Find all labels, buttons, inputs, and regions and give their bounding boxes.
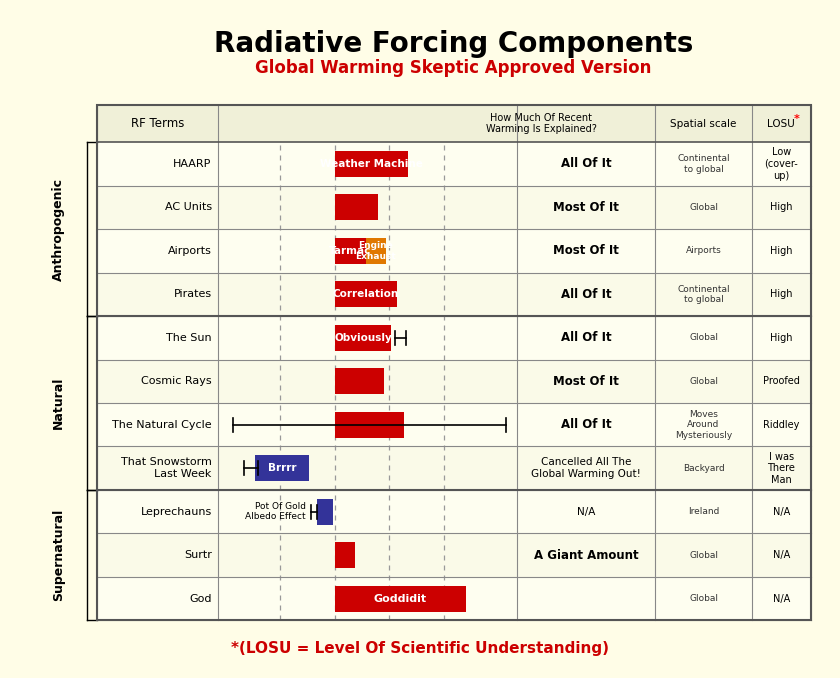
Bar — [335, 195, 378, 220]
Text: All Of It: All Of It — [560, 157, 612, 170]
Text: Continental
to global: Continental to global — [677, 285, 730, 304]
Bar — [335, 412, 404, 438]
Bar — [335, 281, 396, 307]
Text: AC Units: AC Units — [165, 203, 212, 212]
Text: Proofed: Proofed — [763, 376, 800, 386]
Bar — [97, 490, 811, 534]
Text: High: High — [770, 203, 792, 212]
Text: Natural: Natural — [52, 377, 66, 429]
Bar — [97, 229, 811, 273]
Bar — [97, 105, 811, 142]
Text: Pirates: Pirates — [174, 290, 212, 300]
Text: Leprechauns: Leprechauns — [140, 506, 212, 517]
Text: I was
There
Man: I was There Man — [767, 452, 795, 485]
Bar — [97, 186, 811, 229]
Text: All Of It: All Of It — [560, 288, 612, 301]
Text: Global: Global — [689, 551, 718, 559]
Bar — [335, 368, 384, 395]
Bar — [97, 403, 811, 447]
Text: Engine
Exhaust: Engine Exhaust — [355, 241, 396, 260]
Text: Most Of It: Most Of It — [553, 244, 619, 258]
Bar — [335, 151, 407, 177]
Bar — [335, 238, 365, 264]
Text: All Of It: All Of It — [560, 332, 612, 344]
Text: Ireland: Ireland — [688, 507, 719, 516]
Bar — [317, 498, 333, 525]
Bar — [97, 273, 811, 316]
Text: N/A: N/A — [773, 506, 790, 517]
Text: Surtr: Surtr — [184, 550, 212, 560]
Bar — [97, 105, 811, 620]
Text: Riddley: Riddley — [763, 420, 800, 430]
Bar — [97, 142, 811, 186]
Text: HAARP: HAARP — [173, 159, 212, 169]
Text: How Much Of Recent
Warming Is Explained?: How Much Of Recent Warming Is Explained? — [486, 113, 596, 134]
Text: Low
(cover-
up): Low (cover- up) — [764, 147, 798, 180]
Text: N/A: N/A — [773, 594, 790, 603]
Text: Obviously: Obviously — [334, 333, 391, 343]
Text: Anthropogenic: Anthropogenic — [52, 178, 66, 281]
Text: Global: Global — [689, 594, 718, 603]
Text: High: High — [770, 290, 792, 300]
Bar — [335, 325, 391, 351]
Text: Global Warming Skeptic Approved Version: Global Warming Skeptic Approved Version — [255, 59, 652, 77]
Text: Moves
Around
Mysteriously: Moves Around Mysteriously — [675, 410, 732, 439]
Bar — [335, 542, 354, 568]
Text: Weather Machine: Weather Machine — [320, 159, 423, 169]
Text: *: * — [794, 114, 799, 124]
Text: Backyard: Backyard — [683, 464, 724, 473]
Bar — [97, 359, 811, 403]
Text: The Natural Cycle: The Natural Cycle — [112, 420, 212, 430]
Text: Most Of It: Most Of It — [553, 201, 619, 214]
Text: A Giant Amount: A Giant Amount — [533, 549, 638, 561]
Text: Tarmac: Tarmac — [329, 246, 371, 256]
Text: *(LOSU = Level Of Scientific Understanding): *(LOSU = Level Of Scientific Understandi… — [231, 641, 609, 656]
Text: Continental
to global: Continental to global — [677, 154, 730, 174]
Text: High: High — [770, 246, 792, 256]
Text: LOSU: LOSU — [767, 119, 795, 129]
Text: All Of It: All Of It — [560, 418, 612, 431]
Text: High: High — [770, 333, 792, 343]
Text: Pot Of Gold
Albedo Effect: Pot Of Gold Albedo Effect — [245, 502, 306, 521]
Text: Airports: Airports — [685, 246, 722, 256]
Text: Cosmic Rays: Cosmic Rays — [141, 376, 212, 386]
Text: Goddidit: Goddidit — [374, 594, 427, 603]
Text: Most Of It: Most Of It — [553, 375, 619, 388]
Text: The Sun: The Sun — [166, 333, 212, 343]
Bar — [97, 534, 811, 577]
Text: That Snowstorm
Last Week: That Snowstorm Last Week — [121, 458, 212, 479]
Text: Global: Global — [689, 334, 718, 342]
Text: Global: Global — [689, 203, 718, 212]
Text: Supernatural: Supernatural — [52, 509, 66, 601]
Text: Cancelled All The
Global Warming Out!: Cancelled All The Global Warming Out! — [531, 458, 641, 479]
Text: Spatial scale: Spatial scale — [670, 119, 737, 129]
Bar — [255, 455, 309, 481]
Text: Radiative Forcing Components: Radiative Forcing Components — [214, 30, 693, 58]
Text: N/A: N/A — [773, 550, 790, 560]
Text: God: God — [189, 594, 212, 603]
Text: N/A: N/A — [577, 506, 595, 517]
Bar — [335, 586, 465, 612]
Bar — [365, 238, 386, 264]
Bar — [97, 577, 811, 620]
Text: Airports: Airports — [168, 246, 212, 256]
Text: Brrrr: Brrrr — [268, 463, 297, 473]
Bar — [97, 447, 811, 490]
Text: Correlation: Correlation — [333, 290, 399, 300]
Text: Global: Global — [689, 377, 718, 386]
Bar — [97, 316, 811, 359]
Text: RF Terms: RF Terms — [131, 117, 184, 130]
